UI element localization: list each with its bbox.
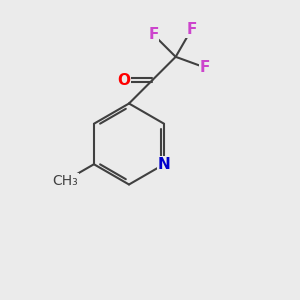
Text: F: F	[186, 22, 197, 37]
Text: CH₃: CH₃	[52, 174, 78, 188]
Text: F: F	[148, 27, 159, 42]
Text: O: O	[117, 73, 130, 88]
Text: F: F	[200, 60, 211, 75]
Text: N: N	[158, 157, 170, 172]
